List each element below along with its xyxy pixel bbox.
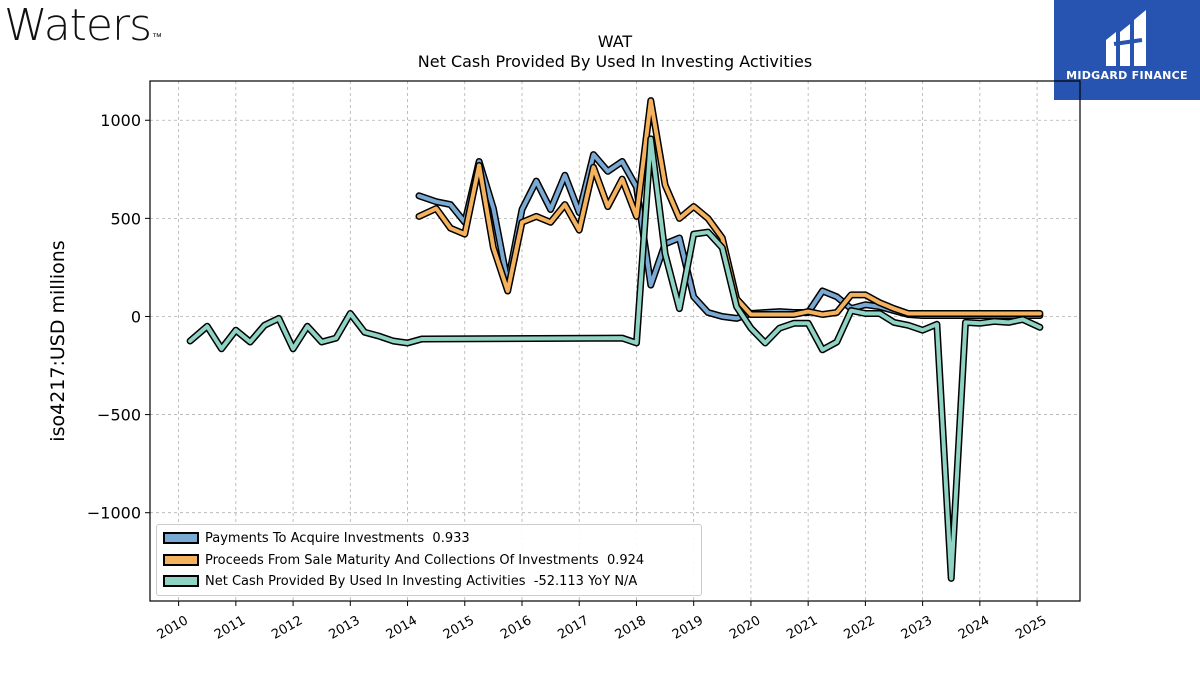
brand-badge: MIDGARD FINANCE xyxy=(1054,0,1200,100)
legend-value-payments: 0.933 xyxy=(432,530,470,546)
y-axis-label: iso4217:USD millions xyxy=(47,240,69,441)
x-axis-ticks: 2010 2011 2012 2013 2014 2015 2016 2017 2018 2019… xyxy=(155,601,1049,643)
trademark-symbol: ™ xyxy=(152,32,162,43)
x-tick-label: 2023 xyxy=(899,613,935,643)
legend-label-proceeds: Proceeds From Sale Maturity And Collecti… xyxy=(205,552,599,568)
x-tick-label: 2014 xyxy=(384,613,420,643)
chart-legend: Payments To Acquire Investments 0.933 Pr… xyxy=(156,524,702,596)
x-tick-label: 2024 xyxy=(956,613,992,643)
x-tick-label: 2022 xyxy=(842,613,878,643)
company-logo-text: Waters xyxy=(4,0,152,51)
grid-lines xyxy=(150,81,1080,601)
x-tick-label: 2012 xyxy=(269,613,305,643)
x-tick-label: 2011 xyxy=(212,613,248,643)
x-tick-label: 2021 xyxy=(784,613,820,643)
x-tick-label: 2020 xyxy=(727,613,763,643)
plot-frame xyxy=(149,80,1081,602)
company-logo: Waters™ xyxy=(4,0,162,52)
series-line-0 xyxy=(417,152,1042,321)
x-tick-label: 2017 xyxy=(555,613,591,643)
y-tick-label: 500 xyxy=(110,209,141,228)
x-tick-label: 2015 xyxy=(441,613,477,643)
legend-item-payments: Payments To Acquire Investments 0.933 xyxy=(163,529,470,547)
x-tick-label: 2013 xyxy=(326,613,362,643)
legend-swatch-payments xyxy=(163,532,199,544)
brand-logo-icon xyxy=(1106,10,1146,66)
x-tick-label: 2010 xyxy=(155,613,191,643)
x-tick-label: 2019 xyxy=(670,613,706,643)
y-tick-label: 1000 xyxy=(100,111,141,130)
legend-value-proceeds: 0.924 xyxy=(606,552,645,568)
series-line-2 xyxy=(188,136,1042,581)
y-tick-label: −1000 xyxy=(87,504,141,523)
y-tick-label: 0 xyxy=(131,307,141,326)
legend-swatch-proceeds xyxy=(163,554,199,566)
series-lines xyxy=(186,97,1044,582)
x-tick-label: 2018 xyxy=(613,613,649,643)
y-tick-label: −500 xyxy=(97,406,141,425)
legend-value-net-cash: -52.113 YoY N/A xyxy=(533,573,638,589)
brand-name: MIDGARD FINANCE xyxy=(1066,69,1188,82)
chart-subtitle: Net Cash Provided By Used In Investing A… xyxy=(417,52,813,71)
chart-title: WAT xyxy=(597,32,633,51)
legend-item-net-cash: Net Cash Provided By Used In Investing A… xyxy=(163,572,637,590)
legend-item-proceeds: Proceeds From Sale Maturity And Collecti… xyxy=(163,551,644,569)
y-axis-ticks: 1000 500 0 −500 −1000 xyxy=(87,111,150,523)
legend-label-net-cash: Net Cash Provided By Used In Investing A… xyxy=(205,573,526,589)
x-tick-label: 2016 xyxy=(498,613,534,643)
legend-label-payments: Payments To Acquire Investments xyxy=(205,530,425,546)
series-outline-0 xyxy=(415,151,1044,322)
legend-swatch-net-cash xyxy=(163,575,199,587)
x-tick-label: 2025 xyxy=(1013,613,1049,643)
